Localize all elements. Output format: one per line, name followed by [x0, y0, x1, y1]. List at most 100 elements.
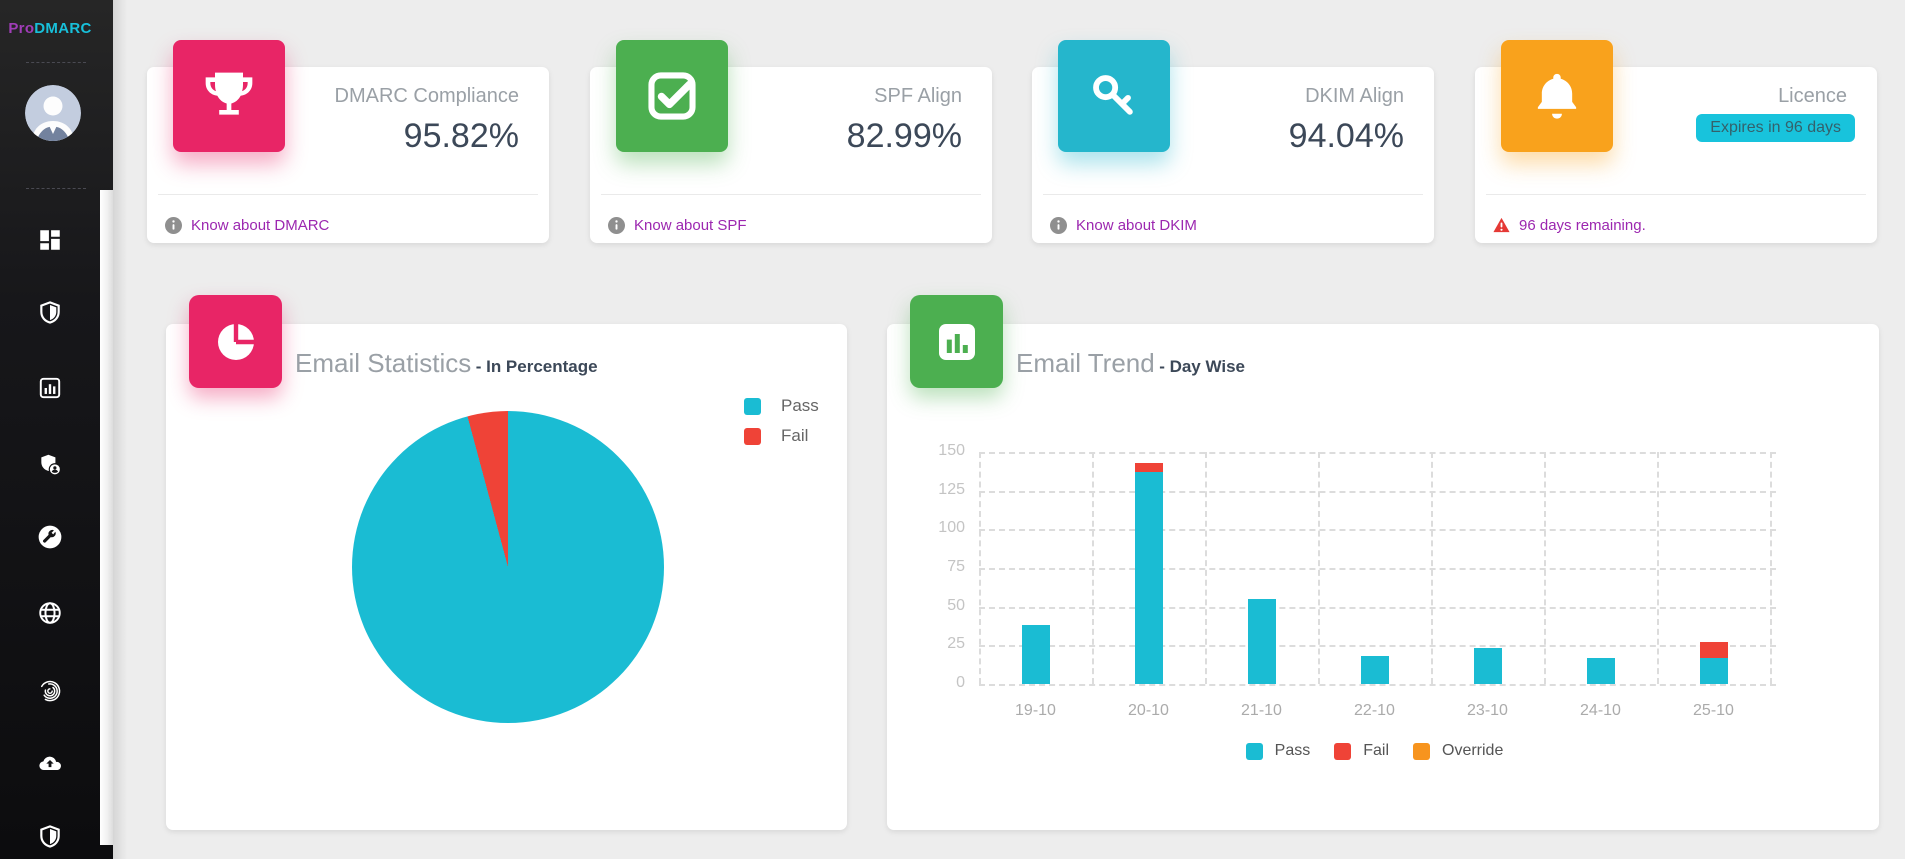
chart-card-icon-box [189, 295, 282, 388]
sidebar-item-policy[interactable] [37, 824, 63, 850]
legend-swatch-fail [1334, 742, 1352, 760]
user-avatar[interactable] [25, 85, 81, 141]
shield-user-icon [41, 454, 62, 476]
legend-label: Pass [1274, 742, 1311, 759]
email-trend-card: Email Trend - Day Wise 0 25 50 75 100 125 150 1… [887, 295, 1879, 830]
know-about-dmarc-link[interactable]: Know about DMARC [191, 216, 330, 234]
y-axis-tick-label: 50 [947, 596, 965, 614]
gridline-v [1205, 452, 1207, 684]
sidebar-item-domains[interactable] [37, 600, 63, 626]
legend-item-pass[interactable]: Pass [744, 396, 819, 416]
legend-label: Fail [781, 426, 809, 445]
legend-swatch-fail [744, 427, 761, 445]
legend-item-override[interactable]: Override [1413, 742, 1503, 760]
stat-title: SPF Align [874, 85, 962, 107]
gridline-v [1770, 452, 1772, 684]
fingerprint-icon [39, 680, 61, 702]
bar-segment-pass-24-10 [1586, 657, 1615, 684]
bar-segment-pass-19-10 [1021, 625, 1050, 684]
trend-legend: Pass Fail Override [979, 742, 1770, 760]
info-icon [1050, 216, 1067, 234]
stat-card-icon-box [1501, 40, 1613, 152]
legend-swatch-pass [1245, 742, 1263, 760]
gridline-v [1657, 452, 1659, 684]
stat-value: 94.04% [1288, 117, 1404, 155]
stat-card-dkim: DKIM Align 94.04% Know about DKIM [1032, 40, 1434, 243]
sidebar-scrollbar[interactable] [100, 190, 113, 845]
gridline-h [979, 568, 1776, 570]
sidebar-divider [26, 62, 86, 63]
bar-chart-icon [39, 377, 61, 399]
chart-card-icon-box [910, 295, 1003, 388]
gridline-h [979, 452, 1776, 454]
chart-card-header: Email Trend - Day Wise [1016, 348, 1245, 379]
check-square-icon [648, 72, 696, 120]
sidebar-item-dashboard[interactable] [37, 227, 63, 253]
licence-expiry-badge: Expires in 96 days [1696, 114, 1855, 142]
stat-card-spf: SPF Align 82.99% Know about SPF [590, 40, 992, 243]
know-about-dkim-link[interactable]: Know about DKIM [1076, 216, 1197, 234]
stat-title: DKIM Align [1305, 85, 1404, 107]
x-axis-tick-label: 21-10 [1241, 702, 1282, 719]
sidebar-item-forensics[interactable] [37, 677, 63, 703]
x-axis-tick-label: 25-10 [1693, 702, 1734, 719]
legend-swatch-pass [744, 397, 761, 415]
y-axis-tick-label: 75 [947, 558, 965, 575]
pie-legend: Pass Fail [744, 396, 819, 446]
stat-value: 95.82% [403, 117, 519, 155]
legend-item-fail[interactable]: Fail [1334, 742, 1389, 760]
bar-segment-pass-22-10 [1360, 656, 1389, 684]
stat-card-licence: Licence Expires in 96 days 96 days remai… [1475, 40, 1877, 243]
bar-segment-pass-23-10 [1473, 648, 1502, 684]
chart-title: Email Trend [1016, 348, 1155, 378]
legend-item-pass[interactable]: Pass [1245, 742, 1311, 760]
globe-icon [39, 602, 61, 624]
x-axis-tick-label: 19-10 [1015, 702, 1056, 719]
wrench-icon [38, 525, 62, 549]
card-divider [1043, 194, 1423, 195]
y-axis-tick-label: 0 [956, 674, 965, 691]
logo-dmarc: DMARC [34, 20, 92, 37]
sidebar-divider [26, 188, 86, 189]
shield-icon [40, 301, 60, 324]
x-axis-tick-label: 24-10 [1580, 702, 1621, 719]
bar-segment-fail-20-10 [1134, 462, 1163, 473]
gridline-h [979, 529, 1776, 532]
know-about-spf-link[interactable]: Know about SPF [634, 216, 747, 234]
y-axis-tick-label: 125 [938, 480, 965, 498]
stat-card-dmarc: DMARC Compliance 95.82% Know about DMARC [147, 40, 549, 243]
x-axis-tick-label: 20-10 [1128, 702, 1169, 719]
cloud-upload-icon [39, 756, 61, 771]
trend-plot: 0 25 50 75 100 125 150 19-10 20-10 21-10 22-10 23-1… [938, 442, 1776, 719]
sidebar-item-tools[interactable] [37, 524, 63, 550]
bar-segment-pass-20-10 [1134, 472, 1163, 684]
gridline-v [1092, 452, 1094, 684]
bar-segment-pass-25-10 [1699, 657, 1728, 684]
bar-segment-pass-21-10 [1247, 598, 1276, 684]
card-divider [601, 194, 981, 195]
card-divider [158, 194, 538, 195]
email-statistics-card: Email Statistics - In Percentage Pass Fa… [166, 295, 847, 830]
avatar-person-icon [25, 85, 81, 141]
gridline-v [979, 452, 981, 684]
stat-title: DMARC Compliance [334, 85, 520, 107]
stat-card-icon-box [616, 40, 728, 152]
gridline-h [979, 606, 1776, 609]
stat-title: Licence [1778, 85, 1847, 107]
y-axis-tick-label: 150 [938, 442, 965, 459]
pie-chart-icon [217, 322, 255, 360]
legend-label: Fail [1363, 742, 1389, 759]
chart-subtitle: - Day Wise [1159, 357, 1246, 376]
bar-chart-icon [938, 323, 975, 360]
legend-item-fail[interactable]: Fail [744, 426, 819, 446]
shield-check-icon [40, 825, 60, 848]
gridline-v [1318, 452, 1320, 684]
stat-value: 82.99% [846, 117, 962, 155]
app-logo[interactable]: ProDMARC [0, 20, 100, 37]
sidebar-item-upload[interactable] [37, 750, 63, 776]
sidebar-item-security[interactable] [37, 300, 63, 326]
stat-card-icon-box [1058, 40, 1170, 152]
sidebar-item-user-security[interactable] [37, 452, 63, 478]
sidebar-item-reports[interactable] [37, 375, 63, 401]
